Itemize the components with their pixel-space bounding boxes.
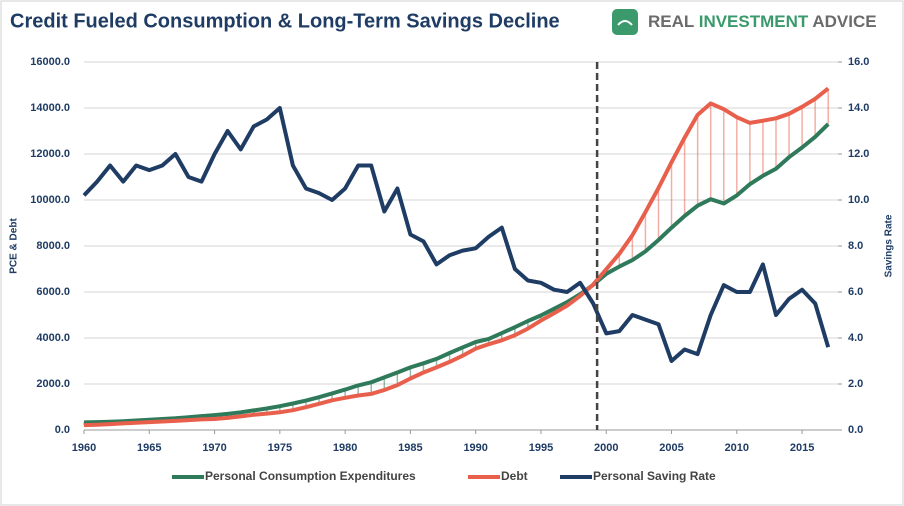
y2-tick-label: 0.0 [848, 424, 863, 436]
y-tick-label: 6000.0 [36, 286, 70, 298]
x-tick-label: 1970 [202, 442, 226, 454]
legend-label: Personal Consumption Expenditures [205, 469, 416, 483]
y-tick-label: 10000.0 [30, 194, 70, 206]
x-tick-label: 1975 [268, 442, 292, 454]
series-line [82, 106, 831, 363]
y-tick-label: 2000.0 [36, 378, 70, 390]
x-tick-label: 1985 [398, 442, 422, 454]
brand-word: REAL [648, 12, 694, 31]
y-tick-label: 16000.0 [30, 56, 70, 68]
y2-tick-label: 4.0 [848, 332, 863, 344]
y-tick-label: 0.0 [55, 424, 70, 436]
legend-label: Personal Saving Rate [593, 469, 716, 483]
y2-tick-label: 8.0 [848, 240, 863, 252]
brand: REAL INVESTMENT ADVICE [648, 12, 877, 31]
x-tick-label: 2005 [659, 442, 683, 454]
x-tick-label: 1965 [137, 442, 161, 454]
y2-tick-label: 12.0 [848, 148, 869, 160]
x-tick-label: 1990 [463, 442, 487, 454]
x-tick-label: 1980 [333, 442, 357, 454]
brand-word: ADVICE [812, 12, 876, 31]
chart-title: Credit Fueled Consumption & Long-Term Sa… [10, 10, 560, 32]
x-tick-label: 2010 [725, 442, 749, 454]
y-tick-label: 8000.0 [36, 240, 70, 252]
y-tick-label: 12000.0 [30, 148, 70, 160]
x-tick-label: 1960 [72, 442, 96, 454]
y2-tick-label: 10.0 [848, 194, 869, 206]
y2-tick-label: 14.0 [848, 102, 869, 114]
series-line [83, 86, 830, 428]
y-tick-label: 4000.0 [36, 332, 70, 344]
y2-tick-label: 6.0 [848, 286, 863, 298]
y2-axis-title: Savings Rate [884, 214, 895, 277]
logo-glyph [617, 20, 633, 26]
x-tick-label: 2000 [594, 442, 618, 454]
y-tick-label: 14000.0 [30, 102, 70, 114]
y2-tick-label: 2.0 [848, 378, 863, 390]
legend-label: Debt [501, 469, 528, 483]
y2-tick-label: 16.0 [848, 56, 869, 68]
y-axis-title: PCE & Debt [9, 218, 20, 274]
x-tick-label: 1995 [529, 442, 553, 454]
x-tick-label: 2015 [790, 442, 814, 454]
series-line [83, 122, 830, 425]
brand-word: INVESTMENT [699, 12, 809, 31]
